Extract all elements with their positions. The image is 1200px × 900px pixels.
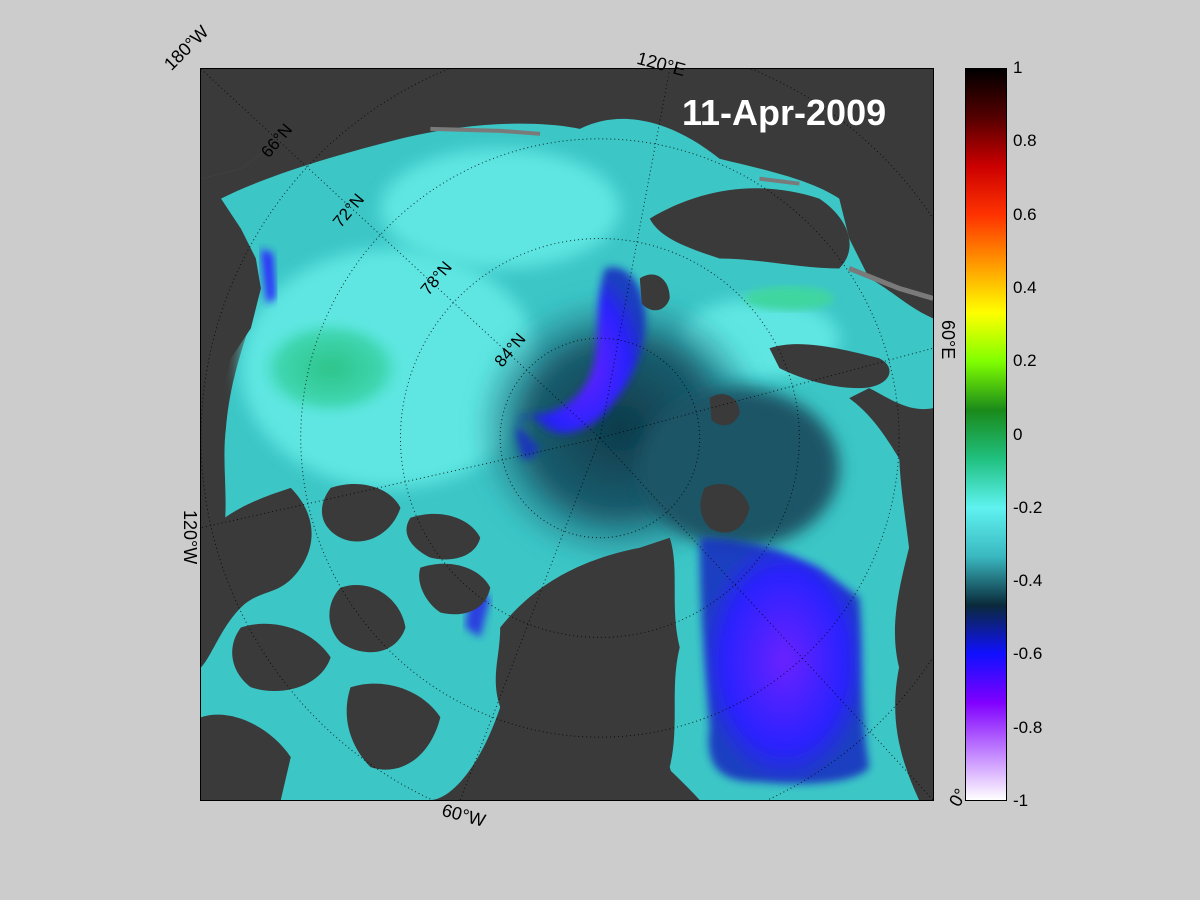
greenland (495, 537, 680, 800)
lon-label-180w: 180°W (160, 21, 213, 75)
ice-free-coast (848, 266, 933, 301)
alaska (201, 69, 401, 179)
colorbar-tick-label: 0.2 (1013, 351, 1037, 371)
blue-anomaly (260, 248, 276, 304)
colorbar-tick-label: -0.2 (1013, 497, 1043, 517)
lon-label-60e: 60°E (938, 320, 958, 360)
island (201, 714, 291, 800)
island (321, 483, 401, 542)
franz-josef (709, 394, 740, 426)
lon-label-60w: 60°W (439, 800, 488, 831)
colorbar-tick-label: 0 (1013, 424, 1023, 444)
island (406, 513, 481, 560)
siberia-right (849, 234, 933, 319)
colorbar-tick-label: -0.8 (1013, 717, 1043, 737)
green-anomaly (744, 286, 835, 311)
date-label: 11-Apr-2009 (682, 92, 887, 133)
svalbard (700, 483, 750, 533)
blue-anomaly (516, 267, 646, 460)
colorbar-tick-label: 0.6 (1013, 204, 1037, 224)
arctic-map: 66°N 72°N 78°N 84°N (200, 68, 934, 801)
lon-label-120w: 120°W (180, 510, 200, 565)
novaya-zemlya (769, 344, 890, 389)
colorbar-tick-label: -0.6 (1013, 644, 1043, 664)
blue-anomaly (699, 537, 870, 784)
deep-anomaly (639, 388, 840, 548)
colorbar-gradient (966, 69, 1006, 800)
island (419, 563, 491, 615)
cyan-region (380, 148, 620, 269)
island (232, 623, 331, 692)
taymyr (649, 188, 850, 269)
island (346, 683, 441, 770)
alaska-west (201, 198, 261, 409)
graticule (201, 69, 933, 800)
scandinavia (894, 447, 933, 800)
arctic-map-canvas: 66°N 72°N 78°N 84°N (201, 69, 933, 800)
island (329, 584, 406, 653)
siberia (400, 69, 933, 169)
green-anomaly (255, 318, 406, 419)
colorbar (965, 68, 1007, 801)
canadian-archipelago (201, 487, 312, 668)
severnaya-zemlya (639, 274, 670, 311)
ice-free-coast (430, 126, 800, 186)
colorbar-tick-label: 0.8 (1013, 131, 1037, 151)
colorbar-tick-label: 1 (1013, 58, 1023, 77)
colorbar-tick-label: -0.4 (1013, 571, 1043, 591)
colorbar-tick-label: 0.4 (1013, 277, 1037, 297)
colorbar-tick-label: -1 (1013, 791, 1029, 810)
